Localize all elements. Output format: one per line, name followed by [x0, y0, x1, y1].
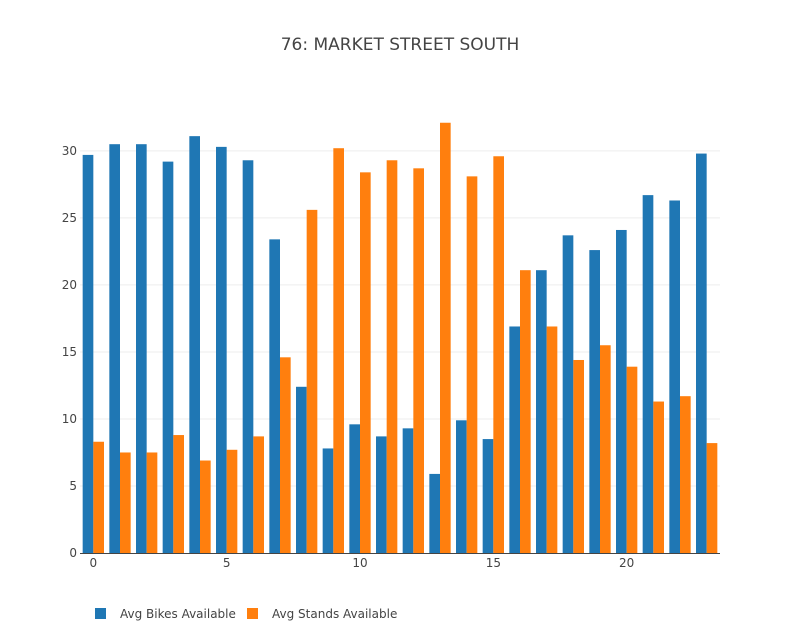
- bar-stands[interactable]: [200, 460, 211, 553]
- bar-bikes[interactable]: [509, 326, 520, 553]
- bar-bikes[interactable]: [562, 235, 574, 553]
- bar-bikes[interactable]: [162, 161, 174, 554]
- y-tick-label: 20: [62, 278, 77, 292]
- bar-stands[interactable]: [360, 172, 371, 554]
- bar-stands[interactable]: [173, 435, 184, 553]
- bar-bikes[interactable]: [349, 424, 360, 553]
- bar-bikes[interactable]: [482, 439, 494, 553]
- y-tick-label: 0: [69, 546, 77, 560]
- x-tick-label: 15: [486, 556, 501, 570]
- x-axis-ticks: 0 5 10 15 20: [90, 556, 635, 570]
- bar-stands[interactable]: [306, 209, 318, 553]
- bar-bikes[interactable]: [642, 195, 654, 554]
- grid-lines: [80, 150, 720, 487]
- bar-bikes[interactable]: [402, 428, 414, 553]
- bar-stands[interactable]: [226, 449, 238, 553]
- bar-bikes[interactable]: [269, 239, 280, 554]
- bar-stands[interactable]: [626, 366, 638, 553]
- bar-stands[interactable]: [600, 345, 611, 553]
- bar-stands[interactable]: [253, 436, 264, 553]
- bar-stands[interactable]: [680, 396, 691, 553]
- legend-swatch: [95, 608, 106, 619]
- legend-swatch: [247, 608, 258, 619]
- x-tick-label: 0: [90, 556, 98, 570]
- bar-bikes[interactable]: [322, 448, 334, 553]
- bar-bikes[interactable]: [376, 436, 387, 553]
- y-tick-label: 5: [69, 479, 77, 493]
- x-tick-label: 10: [352, 556, 367, 570]
- bar-stands[interactable]: [440, 122, 451, 554]
- bar-bikes[interactable]: [669, 200, 680, 554]
- bar-stands[interactable]: [120, 452, 131, 553]
- bar-stands[interactable]: [573, 359, 584, 553]
- bar-bikes[interactable]: [296, 386, 307, 553]
- bar-stands[interactable]: [706, 443, 718, 553]
- bar-bikes[interactable]: [589, 250, 600, 553]
- bar-bikes[interactable]: [536, 270, 547, 553]
- x-tick-label: 20: [619, 556, 634, 570]
- bar-stands[interactable]: [146, 452, 158, 553]
- bar-bikes[interactable]: [456, 420, 467, 553]
- bar-stands[interactable]: [546, 326, 558, 553]
- bar-stands[interactable]: [93, 441, 104, 553]
- bar-bikes[interactable]: [696, 153, 707, 553]
- bar-stands[interactable]: [520, 270, 531, 553]
- bar-stands[interactable]: [653, 401, 664, 553]
- y-axis-ticks: 0 5 10 15 20 25 30: [62, 144, 77, 560]
- bar-stands[interactable]: [386, 160, 398, 553]
- bar-stands[interactable]: [493, 156, 504, 554]
- x-tick-label: 5: [223, 556, 231, 570]
- bar-stands[interactable]: [413, 168, 424, 553]
- bar-bikes[interactable]: [136, 144, 147, 553]
- bars: [82, 122, 718, 554]
- legend-label[interactable]: Avg Stands Available: [272, 607, 397, 621]
- bar-bikes[interactable]: [189, 136, 200, 553]
- bar-stands[interactable]: [333, 148, 344, 553]
- bar-stands[interactable]: [280, 357, 291, 553]
- bar-bikes[interactable]: [109, 144, 120, 553]
- bar-bikes[interactable]: [616, 229, 627, 553]
- bar-bikes[interactable]: [216, 146, 227, 553]
- y-tick-label: 15: [62, 345, 77, 359]
- legend: Avg Bikes Available Avg Stands Available: [95, 607, 397, 621]
- bar-stands[interactable]: [466, 176, 478, 553]
- bar-bikes[interactable]: [429, 473, 440, 553]
- y-tick-label: 30: [62, 144, 77, 158]
- chart-title: 76: MARKET STREET SOUTH: [281, 35, 520, 55]
- bar-bikes[interactable]: [242, 160, 254, 553]
- y-tick-label: 25: [62, 211, 77, 225]
- y-tick-label: 10: [62, 412, 77, 426]
- bar-bikes[interactable]: [82, 154, 94, 553]
- legend-label[interactable]: Avg Bikes Available: [120, 607, 236, 621]
